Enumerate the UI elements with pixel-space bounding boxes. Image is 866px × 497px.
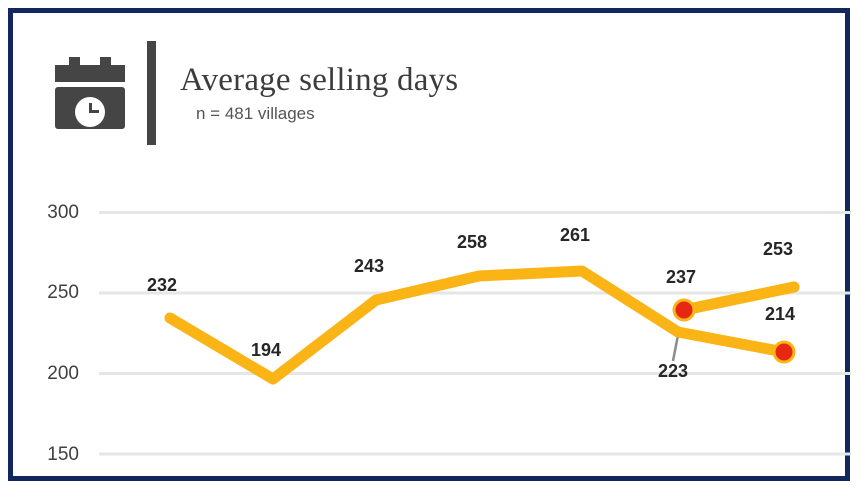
marker-point-237	[675, 301, 693, 319]
data-label-223: 223	[658, 361, 689, 381]
y-axis-tick-300: 300	[47, 202, 79, 223]
calendar-body	[55, 87, 125, 129]
y-axis-tick-250: 250	[47, 282, 79, 303]
chart-subtitle: n = 481 villages	[196, 103, 315, 123]
calendar-clock-icon	[55, 57, 125, 129]
calendar-header-bar	[55, 65, 125, 82]
y-axis-tick-150: 150	[47, 444, 79, 465]
data-label-243: 243	[354, 256, 385, 276]
title-block: Average selling days n = 481 villages	[180, 62, 458, 123]
chart-svg	[99, 211, 851, 456]
data-label-253: 253	[763, 239, 794, 259]
calendar-tab-left	[69, 57, 80, 66]
clock-hand-minute	[89, 103, 92, 113]
annotation-leader-line-223	[671, 334, 680, 362]
chart-header: Average selling days n = 481 villages	[55, 41, 458, 145]
chart-plot-area: 300 250 200 150	[13, 13, 855, 486]
header-divider	[147, 41, 156, 145]
clock-hand-hour	[89, 110, 99, 113]
data-label-261: 261	[560, 225, 591, 245]
data-label-194: 194	[251, 340, 282, 360]
data-label-214: 214	[765, 304, 796, 324]
data-label-232: 232	[147, 275, 178, 295]
crossing-segment	[678, 281, 800, 316]
series-line-average-selling-days	[164, 265, 790, 385]
series-line-crossing-trend-helper	[613, 259, 794, 287]
marker-point-214	[775, 343, 793, 361]
data-label-237: 237	[666, 267, 697, 287]
y-axis-tick-200: 200	[47, 363, 79, 384]
data-label-258: 258	[457, 232, 488, 252]
page-title: Average selling days	[180, 62, 459, 99]
gridlines	[99, 211, 851, 456]
chart-card: Average selling days n = 481 villages 30…	[8, 8, 851, 481]
calendar-tab-right	[100, 57, 111, 66]
clock-face	[75, 97, 105, 127]
